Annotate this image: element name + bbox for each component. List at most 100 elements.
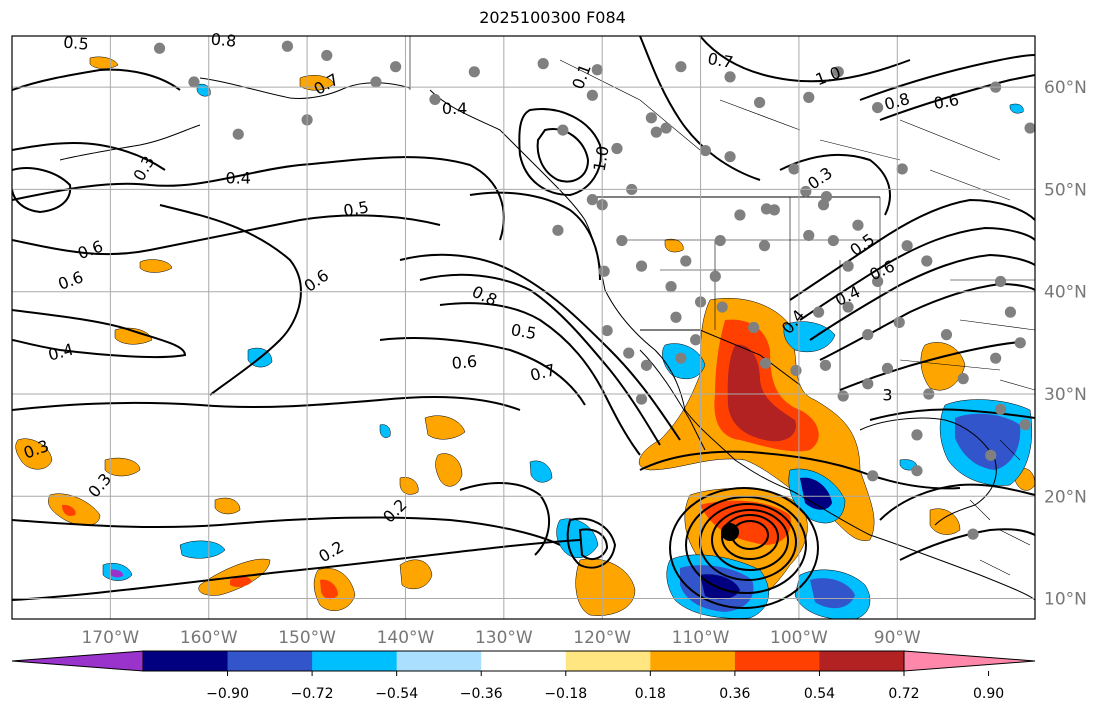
contour-label: 0.8 [210,30,237,51]
station-dot [911,465,923,477]
us-mexico-border [640,329,801,386]
colorbar-tick-label: 0.72 [888,686,919,702]
contour-line [536,128,590,183]
lon-tick-label: 110°W [672,628,730,648]
colorbar-tick-label: 0.18 [635,686,666,702]
contour-line [819,282,1035,361]
station-dot [994,403,1007,415]
contour-label: 0.4 [226,169,251,188]
map-frame [11,35,1036,620]
station-dot [1024,122,1035,134]
contour-line [12,539,581,601]
station-dot [321,49,333,62]
station-dot [281,40,294,52]
station-dot [690,334,702,346]
station-dot [680,255,692,267]
contour-line [12,396,521,411]
station-dot [611,142,623,155]
station-dot [709,270,721,282]
colorbar-tick-label: 0.54 [804,686,835,702]
north-america-west-coast [429,89,1035,601]
station-dot [660,122,672,134]
lat-tick-label: 10°N [1044,590,1087,610]
contour-label: 0.7 [706,49,734,72]
colorbar-tick-label: −0.72 [291,686,334,702]
colorbar-tick-label: −0.36 [460,686,503,702]
colorbar-tick-labels: −0.90 −0.72 −0.54 −0.36 −0.18 0.18 0.36 0.54 0.7… [206,671,1004,702]
contour-line [578,528,609,561]
contour-line [159,204,302,396]
station-dot [1019,419,1031,431]
station-dot [645,112,657,124]
station-dot [598,265,610,277]
station-dot [188,76,200,88]
aleutian-islands [59,124,201,161]
contour-line [469,191,601,281]
station-dot [967,528,979,540]
colorbar-outline [142,650,905,672]
station-dot [390,61,402,73]
station-dot [901,240,913,252]
contour-line [12,141,166,171]
station-dot [758,240,771,252]
contour-line [639,36,761,181]
colorbar [11,650,1036,672]
station-dot [675,61,687,73]
station-dot [800,185,812,198]
station-dot [635,393,648,405]
station-dot [650,126,662,138]
station-dot [557,124,569,136]
station-dot [759,357,772,369]
colorbar-tick-label: 0.36 [719,686,750,702]
storm-concentric-contours [669,487,819,609]
contour-line [789,198,1035,301]
contour-line [809,253,1035,341]
station-dot [788,163,800,175]
station-dot [819,359,832,371]
station-dot [232,128,244,140]
colorbar-tick-label: 0.90 [973,686,1004,702]
contour-lines [12,36,1035,609]
colorbar-segment [819,651,905,671]
positive-anomaly-patch-south [575,558,636,616]
colorbar-segment [650,651,736,671]
station-dot [827,234,839,247]
contour-line [12,309,187,359]
station-dot [940,329,953,341]
contour-label: 0.6 [451,352,478,373]
station-dot [842,301,854,313]
station-dot [893,316,905,328]
colorbar-tick-label: −0.54 [375,686,418,702]
station-dot [820,190,833,203]
contour-line [12,214,441,256]
station-dot [724,71,736,83]
lon-tick-label: 100°W [770,628,828,648]
lat-tick-label: 20°N [1044,487,1087,507]
longitude-tick-labels: 170°W 160°W 150°W 140°W 130°W 120°W 110°W 100°W… [81,628,920,648]
contour-line [439,302,641,456]
station-dot [803,91,815,103]
station-dot [640,359,653,371]
contour-label: 0.5 [63,33,90,54]
station-dot [714,234,726,247]
latitude-tick-labels: 60°N 50°N 40°N 30°N 20°N 10°N [1044,78,1087,609]
station-dot [837,390,849,402]
station-dot [591,64,603,76]
station-dot [812,306,825,318]
station-dot [990,352,1002,364]
colorbar-extend-high [903,650,1036,672]
contour-label: 1.0 [590,144,613,172]
station-dot [1004,306,1017,318]
station-dot [748,321,760,334]
contour-line [879,74,1035,121]
station-dot [699,144,712,157]
station-dot [862,378,874,390]
station-dot [537,58,549,70]
storm-center-marker [721,523,740,542]
map-title: 2025100300 F084 [479,8,626,27]
contour-line [459,482,551,556]
contour-line [699,36,911,83]
colorbar-segment [565,651,651,671]
station-dot [734,209,746,221]
